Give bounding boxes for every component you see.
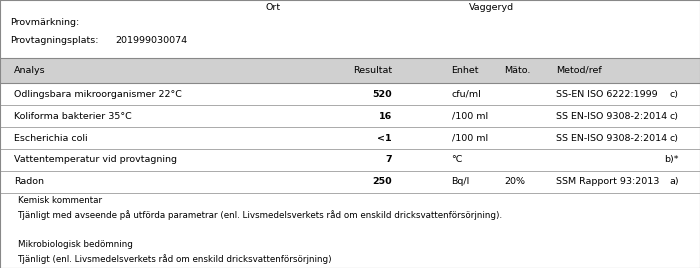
Text: Provmärkning:: Provmärkning:: [10, 18, 80, 27]
Text: Bq/l: Bq/l: [452, 177, 470, 187]
FancyBboxPatch shape: [0, 171, 700, 193]
Text: /100 ml: /100 ml: [452, 133, 488, 143]
Text: Tjänligt med avseende på utförda parametrar (enl. Livsmedelsverkets råd om enski: Tjänligt med avseende på utförda paramet…: [18, 210, 503, 220]
Text: °C: °C: [452, 155, 463, 165]
Text: Mikrobiologisk bedömning: Mikrobiologisk bedömning: [18, 240, 132, 249]
Text: Escherichia coli: Escherichia coli: [14, 133, 88, 143]
Text: SS EN-ISO 9308-2:2014: SS EN-ISO 9308-2:2014: [556, 133, 668, 143]
Text: Metod/ref: Metod/ref: [556, 66, 602, 75]
Text: SS-EN ISO 6222:1999: SS-EN ISO 6222:1999: [556, 90, 658, 99]
Text: <1: <1: [377, 133, 392, 143]
FancyBboxPatch shape: [0, 149, 700, 171]
Text: Vaggeryd: Vaggeryd: [469, 3, 514, 12]
Text: b)*: b)*: [664, 155, 679, 165]
Text: cfu/ml: cfu/ml: [452, 90, 482, 99]
Text: c): c): [670, 90, 679, 99]
Text: SS EN-ISO 9308-2:2014: SS EN-ISO 9308-2:2014: [556, 111, 668, 121]
FancyBboxPatch shape: [0, 58, 700, 83]
FancyBboxPatch shape: [0, 105, 700, 127]
Text: Koliforma bakterier 35°C: Koliforma bakterier 35°C: [14, 111, 132, 121]
Text: Radon: Radon: [14, 177, 44, 187]
Text: Enhet: Enhet: [452, 66, 479, 75]
FancyBboxPatch shape: [0, 83, 700, 105]
Text: c): c): [670, 111, 679, 121]
Text: c): c): [670, 133, 679, 143]
Text: 520: 520: [372, 90, 392, 99]
Text: /100 ml: /100 ml: [452, 111, 488, 121]
Text: Mäto.: Mäto.: [504, 66, 531, 75]
Text: Odlingsbara mikroorganismer 22°C: Odlingsbara mikroorganismer 22°C: [14, 90, 182, 99]
Text: 16: 16: [379, 111, 392, 121]
Text: Analys: Analys: [14, 66, 46, 75]
Text: Resultat: Resultat: [353, 66, 392, 75]
Text: 20%: 20%: [504, 177, 525, 187]
FancyBboxPatch shape: [0, 127, 700, 149]
Text: Kemisk kommentar: Kemisk kommentar: [18, 196, 102, 205]
Text: 250: 250: [372, 177, 392, 187]
Text: 7: 7: [386, 155, 392, 165]
Text: Vattentemperatur vid provtagning: Vattentemperatur vid provtagning: [14, 155, 177, 165]
Text: Ort: Ort: [265, 3, 281, 12]
Text: a): a): [669, 177, 679, 187]
Text: Provtagningsplats:: Provtagningsplats:: [10, 36, 99, 45]
Text: SSM Rapport 93:2013: SSM Rapport 93:2013: [556, 177, 660, 187]
Text: Tjänligt (enl. Livsmedelsverkets råd om enskild dricksvattenförsörjning): Tjänligt (enl. Livsmedelsverkets råd om …: [18, 255, 332, 265]
Text: 201999030074: 201999030074: [116, 36, 188, 45]
